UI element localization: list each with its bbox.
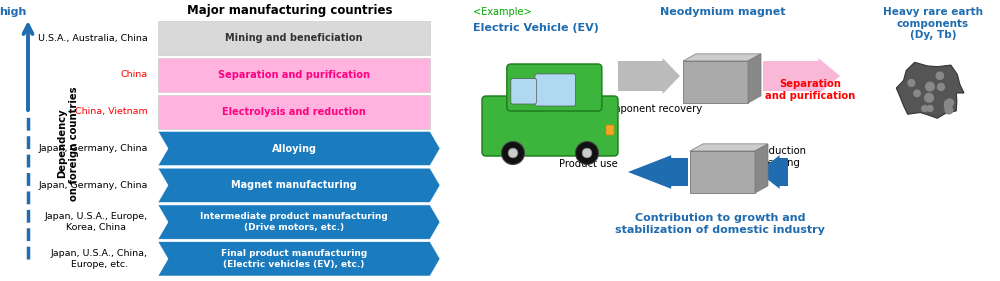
Circle shape (907, 79, 915, 87)
Text: Separation and purification: Separation and purification (218, 70, 370, 80)
FancyBboxPatch shape (158, 21, 430, 55)
Polygon shape (896, 62, 964, 118)
Polygon shape (763, 58, 840, 94)
Polygon shape (618, 58, 680, 94)
Circle shape (926, 105, 934, 112)
Text: Component recovery: Component recovery (598, 104, 702, 114)
Polygon shape (158, 205, 440, 239)
FancyBboxPatch shape (606, 125, 614, 135)
Circle shape (944, 106, 953, 115)
Polygon shape (158, 168, 440, 202)
Circle shape (925, 81, 935, 92)
FancyBboxPatch shape (507, 64, 602, 111)
FancyBboxPatch shape (690, 151, 755, 193)
Circle shape (935, 71, 944, 80)
FancyBboxPatch shape (535, 74, 576, 106)
Text: Japan, Germany, China: Japan, Germany, China (39, 181, 148, 190)
Text: Dependency
on foreign countries: Dependency on foreign countries (57, 86, 79, 201)
Circle shape (944, 99, 952, 107)
FancyBboxPatch shape (683, 61, 748, 103)
Text: Final product manufacturing
(Electric vehicles (EV), etc.): Final product manufacturing (Electric ve… (221, 249, 367, 269)
Text: Japan, U.S.A., China,
Europe, etc.: Japan, U.S.A., China, Europe, etc. (51, 249, 148, 269)
Polygon shape (158, 242, 440, 276)
Text: Reproduction
processing: Reproduction processing (740, 146, 806, 167)
Text: Electric Vehicle (EV): Electric Vehicle (EV) (473, 23, 599, 33)
Circle shape (508, 148, 518, 158)
Polygon shape (628, 155, 688, 189)
Polygon shape (755, 144, 768, 193)
FancyBboxPatch shape (158, 58, 430, 92)
Circle shape (945, 98, 954, 107)
Polygon shape (758, 155, 788, 189)
Text: Mining and beneficiation: Mining and beneficiation (225, 33, 363, 43)
FancyBboxPatch shape (511, 79, 537, 104)
Text: China: China (121, 71, 148, 80)
Circle shape (944, 102, 952, 110)
Circle shape (913, 89, 921, 97)
FancyBboxPatch shape (158, 95, 430, 129)
Circle shape (582, 148, 592, 158)
Text: Major manufacturing countries: Major manufacturing countries (187, 4, 393, 17)
Text: Neodymium magnet: Neodymium magnet (660, 7, 786, 17)
Text: Heavy rare earth
components
(Dy, Tb): Heavy rare earth components (Dy, Tb) (883, 7, 983, 40)
Circle shape (502, 142, 524, 164)
Text: Japan, Germany, China: Japan, Germany, China (39, 144, 148, 153)
Circle shape (921, 105, 928, 112)
Text: Product use: Product use (559, 159, 617, 169)
Text: Intermediate product manufacturing
(Drive motors, etc.): Intermediate product manufacturing (Driv… (200, 212, 388, 232)
Circle shape (576, 142, 598, 164)
Polygon shape (748, 54, 761, 103)
Text: Electrolysis and reduction: Electrolysis and reduction (222, 107, 366, 117)
Text: Japan, U.S.A., Europe,
Korea, China: Japan, U.S.A., Europe, Korea, China (45, 212, 148, 232)
Text: <Example>: <Example> (473, 7, 532, 17)
Text: U.S.A., Australia, China: U.S.A., Australia, China (38, 34, 148, 43)
FancyBboxPatch shape (482, 96, 618, 156)
Text: China, Vietnam: China, Vietnam (75, 107, 148, 116)
Text: Separation
and purification: Separation and purification (765, 79, 855, 101)
Text: Alloying: Alloying (272, 144, 317, 153)
Polygon shape (158, 131, 440, 166)
Text: Magnet manufacturing: Magnet manufacturing (231, 180, 357, 190)
Circle shape (924, 93, 934, 103)
Circle shape (937, 83, 945, 91)
Polygon shape (690, 144, 768, 151)
Text: high: high (0, 7, 26, 17)
Polygon shape (683, 54, 761, 61)
Text: Contribution to growth and
stabilization of domestic industry: Contribution to growth and stabilization… (615, 213, 825, 235)
